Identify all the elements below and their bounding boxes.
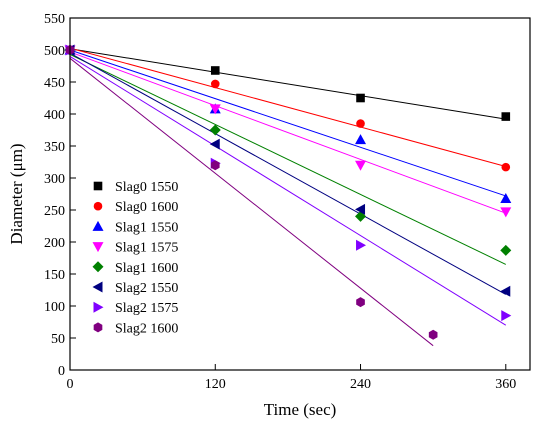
x-tick-label: 240 — [350, 377, 371, 392]
legend-marker — [92, 281, 103, 293]
legend-label: Slag1 1550 — [115, 220, 178, 235]
data-point — [356, 93, 365, 103]
legend-marker — [93, 322, 103, 333]
y-tick-label: 550 — [44, 12, 65, 27]
fit-line — [69, 49, 506, 197]
data-point — [500, 285, 511, 297]
data-point — [355, 203, 366, 215]
legend-label: Slag1 1575 — [115, 241, 178, 256]
legend-marker — [92, 261, 104, 273]
plot-frame — [69, 17, 531, 371]
legend-label: Slag1 1600 — [115, 261, 178, 276]
y-tick-label: 500 — [44, 44, 65, 59]
data-point — [501, 162, 511, 172]
legend-marker — [93, 181, 103, 191]
x-tick-label: 360 — [495, 377, 516, 392]
y-tick-label: 400 — [44, 108, 65, 123]
y-tick-label: 450 — [44, 76, 65, 91]
data-point — [209, 138, 220, 150]
data-point — [501, 310, 512, 322]
x-axis-title: Time (sec) — [264, 400, 337, 419]
data-point — [210, 79, 220, 89]
x-tick-label: 120 — [205, 377, 226, 392]
data-point — [356, 297, 365, 308]
data-point — [355, 160, 367, 171]
fit-lines-layer — [69, 47, 507, 347]
legend: Slag0 1550 Slag0 1600 Slag1 1550 Slag1 1575… — [92, 180, 178, 336]
data-point — [209, 104, 221, 115]
fit-line — [69, 57, 434, 347]
y-tick-label: 150 — [44, 268, 65, 283]
legend-marker — [92, 242, 104, 253]
data-point — [356, 239, 367, 251]
data-point — [210, 160, 220, 171]
x-tick-label: 0 — [67, 377, 74, 392]
y-tick-label: 250 — [44, 204, 65, 219]
data-point — [500, 192, 512, 203]
y-axis-title: Diameter (μm) — [7, 143, 26, 244]
ticks-layer: 0 50 100 150 200 250 300 350 400 450 500 550 0 120 240… — [44, 12, 516, 392]
data-point — [355, 134, 367, 145]
y-tick-label: 100 — [44, 300, 65, 315]
y-tick-label: 0 — [58, 364, 65, 379]
legend-marker — [92, 220, 104, 231]
legend-marker — [93, 201, 103, 211]
legend-label: Slag0 1550 — [115, 180, 178, 195]
fit-line — [69, 54, 507, 265]
data-point — [356, 119, 365, 128]
data-point — [209, 124, 221, 136]
legend-label: Slag0 1600 — [115, 200, 178, 215]
fit-line — [69, 52, 507, 295]
y-tick-label: 200 — [44, 236, 65, 251]
fit-line — [69, 47, 506, 167]
y-tick-label: 300 — [44, 172, 65, 187]
y-tick-label: 50 — [51, 332, 65, 347]
legend-label: Slag2 1550 — [115, 281, 178, 296]
legend-label: Slag2 1575 — [115, 301, 178, 316]
data-point — [501, 112, 511, 121]
fit-line — [69, 48, 506, 120]
legend-marker — [93, 301, 104, 313]
data-point — [500, 207, 512, 218]
data-point — [500, 244, 512, 256]
fit-line — [69, 51, 506, 214]
y-tick-label: 350 — [44, 140, 65, 155]
fit-line — [69, 55, 507, 326]
data-point — [428, 329, 438, 340]
legend-label: Slag2 1600 — [115, 321, 178, 336]
data-point — [210, 66, 220, 75]
